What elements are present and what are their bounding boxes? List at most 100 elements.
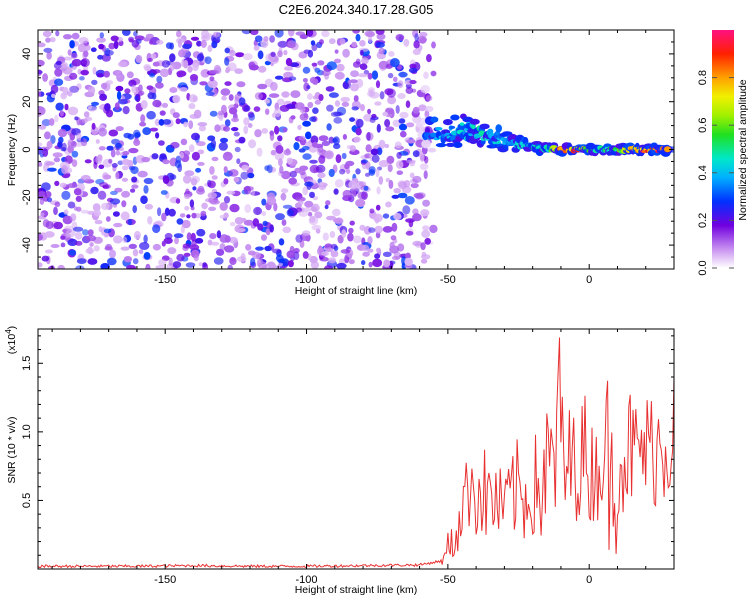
heatmap-cell — [207, 180, 216, 189]
heatmap-cell — [288, 177, 298, 185]
heatmap-cell — [97, 190, 107, 200]
heatmap-cell — [471, 124, 476, 130]
heatmap-cell — [342, 134, 347, 140]
heatmap-cell — [269, 35, 275, 43]
heatmap-cell — [250, 257, 256, 267]
heatmap-cell — [247, 172, 255, 179]
heatmap-cell — [67, 183, 78, 189]
heatmap-cell — [378, 160, 390, 168]
heatmap-cell — [209, 166, 215, 175]
heatmap-cell — [419, 163, 429, 171]
heatmap-cell — [38, 42, 46, 48]
heatmap-cell — [190, 175, 200, 184]
heatmap-cell — [50, 244, 60, 248]
heatmap-cell — [347, 232, 354, 242]
heatmap-cell — [265, 228, 271, 236]
y-tick-label: 1.5 — [21, 356, 33, 371]
heatmap-cell — [196, 141, 206, 147]
heatmap-cell — [104, 103, 111, 112]
heatmap-cell — [367, 248, 374, 253]
heatmap-cell — [147, 57, 153, 62]
spectrogram-y-ticks: -40 -20 0 20 40 — [21, 29, 674, 270]
heatmap-cell — [211, 40, 218, 49]
heatmap-cell — [191, 151, 200, 161]
heatmap-cell — [168, 257, 173, 267]
heatmap-cell — [257, 83, 268, 90]
heatmap-cell — [334, 100, 341, 107]
heatmap-cell — [388, 179, 394, 189]
heatmap-cell — [154, 118, 161, 126]
heatmap-cell — [159, 110, 166, 116]
heatmap-cell — [391, 194, 400, 199]
heatmap-cell — [41, 182, 51, 192]
heatmap-cell — [197, 53, 204, 62]
heatmap-cell — [67, 238, 78, 246]
heatmap-cell — [328, 136, 335, 144]
heatmap-cell — [247, 123, 253, 128]
heatmap-cell — [166, 263, 175, 269]
spectrogram-x-ticks: -150 -100 -50 0 — [51, 30, 675, 286]
heatmap-cell — [180, 138, 188, 146]
heatmap-cell — [91, 101, 99, 106]
figure-title: C2E6.2024.340.17.28.G05 — [279, 2, 434, 17]
heatmap-cell — [91, 79, 98, 85]
heatmap-cell — [326, 123, 332, 131]
heatmap-cell — [384, 143, 390, 149]
heatmap-cell — [310, 40, 316, 46]
heatmap-cell — [186, 214, 191, 219]
heatmap-cell — [371, 113, 377, 119]
heatmap-cell — [396, 170, 404, 175]
heatmap-cell — [45, 37, 51, 43]
heatmap-cell — [211, 175, 218, 180]
heatmap-cell — [266, 164, 273, 174]
heatmap-cell — [193, 109, 202, 119]
heatmap-cell — [406, 159, 416, 164]
heatmap-cell — [110, 190, 118, 196]
heatmap-cell — [344, 163, 350, 170]
heatmap-cell — [280, 188, 289, 194]
heatmap-cell — [101, 202, 110, 211]
heatmap-cell — [332, 137, 338, 143]
heatmap-cell — [133, 230, 141, 240]
heatmap-cell — [38, 70, 43, 75]
heatmap-cell — [322, 232, 329, 241]
heatmap-cell — [164, 232, 173, 240]
heatmap-cell — [340, 96, 351, 103]
heatmap-cell — [290, 115, 296, 120]
heatmap-cell — [89, 242, 94, 247]
heatmap-cell — [382, 226, 393, 233]
heatmap-cell — [60, 242, 66, 248]
heatmap-cell — [217, 110, 224, 116]
heatmap-cell — [138, 249, 144, 255]
heatmap-cell — [152, 243, 161, 251]
heatmap-cell — [390, 58, 400, 68]
heatmap-cell — [257, 50, 264, 60]
heatmap-cell — [71, 150, 79, 158]
heatmap-cell — [95, 155, 103, 165]
heatmap-cell — [375, 168, 380, 178]
heatmap-cell — [146, 110, 156, 120]
heatmap-cell — [114, 102, 120, 111]
heatmap-cell — [347, 79, 352, 84]
heatmap-cell — [67, 90, 73, 97]
heatmap-cell — [249, 30, 259, 36]
heatmap-cell — [87, 246, 94, 255]
heatmap-cell — [286, 209, 294, 217]
heatmap-cell — [282, 204, 293, 209]
heatmap-cell — [79, 76, 85, 81]
heatmap-cell — [52, 152, 63, 158]
heatmap-cell — [361, 260, 366, 266]
heatmap-cell — [302, 230, 311, 236]
heatmap-cell — [42, 219, 50, 228]
colorbar-tick-label: 0.8 — [697, 70, 709, 85]
heatmap-cell — [231, 127, 239, 132]
heatmap-cell — [229, 221, 236, 227]
heatmap-cell — [244, 204, 252, 213]
heatmap-cell — [137, 170, 148, 178]
heatmap-cell — [317, 172, 326, 179]
heatmap-cell — [357, 73, 368, 78]
heatmap-cell — [352, 235, 362, 244]
heatmap-cell — [386, 88, 396, 98]
heatmap-cell — [83, 111, 90, 118]
heatmap-cell — [302, 66, 311, 74]
